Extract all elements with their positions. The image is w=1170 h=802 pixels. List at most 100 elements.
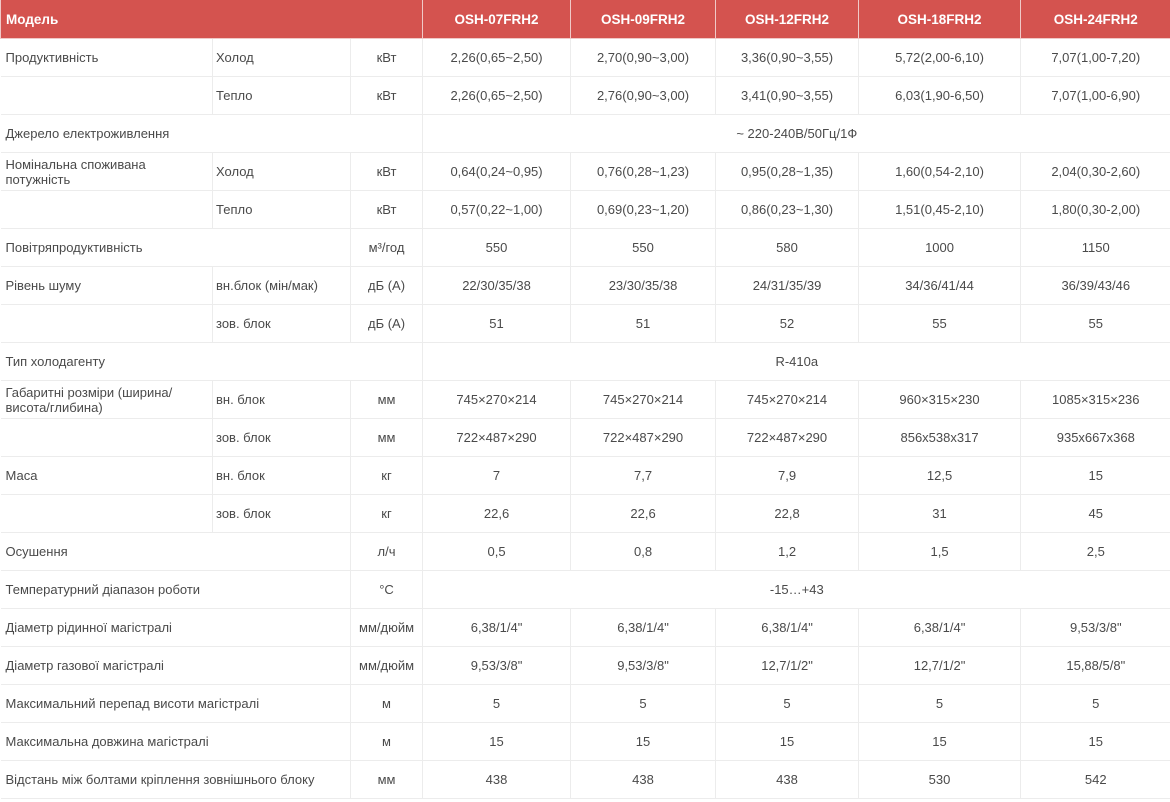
row-value: 1,51(0,45-2,10) xyxy=(858,190,1022,229)
table-row: зов. блок дБ (А) 51 51 52 55 55 xyxy=(0,304,1170,343)
row-unit: мм/дюйм xyxy=(349,646,424,685)
row-value: 5,72(2,00-6,10) xyxy=(858,38,1022,77)
model-header: OSH-18FRH2 xyxy=(858,0,1022,39)
table-row: Діаметр газової магістралі мм/дюйм 9,53/3/… xyxy=(0,646,1170,685)
table-row: Тепло кВт 2,26(0,65~2,50) 2,76(0,90~3,00) 3,… xyxy=(0,76,1170,115)
row-sublabel: вн. блок xyxy=(212,380,351,419)
row-label xyxy=(0,494,213,533)
row-sublabel: Тепло xyxy=(212,76,351,115)
row-value: 24/31/35/39 xyxy=(715,266,860,305)
row-unit: м xyxy=(349,684,424,723)
row-value: 9,53/3/8" xyxy=(570,646,717,685)
row-value: 55 xyxy=(1020,304,1170,343)
row-label xyxy=(0,190,213,229)
table-row: Максимальний перепад висоти магістралі м 5… xyxy=(0,684,1170,723)
row-value: 1,5 xyxy=(858,532,1022,571)
row-value: 9,53/3/8" xyxy=(422,646,572,685)
row-value: 5 xyxy=(1020,684,1170,723)
row-value: 2,5 xyxy=(1020,532,1170,571)
row-label: Маса xyxy=(0,456,213,495)
row-value: 52 xyxy=(715,304,860,343)
row-value: 1150 xyxy=(1020,228,1170,267)
table-row: Продуктивність Холод кВт 2,26(0,65~2,50) 2,7… xyxy=(0,38,1170,77)
row-value: 36/39/43/46 xyxy=(1020,266,1170,305)
row-sublabel: Холод xyxy=(212,152,351,191)
row-unit: кВт xyxy=(349,190,424,229)
row-value: 438 xyxy=(422,760,572,799)
row-unit: мм xyxy=(349,418,424,457)
table-row: Габаритні розміри (ширина/висота/глибина… xyxy=(0,380,1170,419)
row-value: 6,38/1/4" xyxy=(422,608,572,647)
row-value: 15 xyxy=(1020,722,1170,761)
row-value: 438 xyxy=(570,760,717,799)
row-value: 7,7 xyxy=(570,456,717,495)
row-value: 22,6 xyxy=(422,494,572,533)
row-value: 6,03(1,90-6,50) xyxy=(858,76,1022,115)
model-header: OSH-09FRH2 xyxy=(570,0,717,39)
row-value: 22/30/35/38 xyxy=(422,266,572,305)
row-label: Відстань між болтами кріплення зовнішньо… xyxy=(0,760,351,799)
row-value: 2,26(0,65~2,50) xyxy=(422,76,572,115)
row-value: 7 xyxy=(422,456,572,495)
row-unit: м xyxy=(349,722,424,761)
row-value: 0,95(0,28~1,35) xyxy=(715,152,860,191)
row-value: 1000 xyxy=(858,228,1022,267)
row-label xyxy=(0,76,213,115)
row-unit: м³/год xyxy=(349,228,424,267)
row-label: Діаметр рідинної магістралі xyxy=(0,608,351,647)
row-value: 745×270×214 xyxy=(715,380,860,419)
row-value: 960×315×230 xyxy=(858,380,1022,419)
row-value: 0,69(0,23~1,20) xyxy=(570,190,717,229)
row-unit: °C xyxy=(349,570,424,609)
row-value: 3,36(0,90~3,55) xyxy=(715,38,860,77)
row-unit: кВт xyxy=(349,38,424,77)
row-value: 0,64(0,24~0,95) xyxy=(422,152,572,191)
row-value: 0,8 xyxy=(570,532,717,571)
row-unit: мм xyxy=(349,760,424,799)
row-value: 0,86(0,23~1,30) xyxy=(715,190,860,229)
row-label: Повітряпродуктивність xyxy=(0,228,351,267)
row-value: 15 xyxy=(422,722,572,761)
model-header: OSH-07FRH2 xyxy=(422,0,572,39)
table-row: Джерело електроживлення ~ 220-240В/50Гц/1… xyxy=(0,114,1170,153)
table-row: Тип холодагенту R-410a xyxy=(0,342,1170,381)
row-sublabel: зов. блок xyxy=(212,418,351,457)
row-value: 0,57(0,22~1,00) xyxy=(422,190,572,229)
row-value: 6,38/1/4" xyxy=(570,608,717,647)
table-row: Діаметр рідинної магістралі мм/дюйм 6,38/1… xyxy=(0,608,1170,647)
row-value: 1085×315×236 xyxy=(1020,380,1170,419)
row-label: Максимальна довжина магістралі xyxy=(0,722,351,761)
table-row: Рівень шуму вн.блок (мін/мак) дБ (А) 22/30/… xyxy=(0,266,1170,305)
row-value: 722×487×290 xyxy=(422,418,572,457)
row-label: Тип холодагенту xyxy=(0,342,424,381)
row-value: 15 xyxy=(715,722,860,761)
table-row: Маса вн. блок кг 7 7,7 7,9 12,5 15 xyxy=(0,456,1170,495)
row-value: 580 xyxy=(715,228,860,267)
row-label xyxy=(0,418,213,457)
row-value: 45 xyxy=(1020,494,1170,533)
row-unit: дБ (А) xyxy=(349,266,424,305)
row-value: 9,53/3/8" xyxy=(1020,608,1170,647)
row-value: 5 xyxy=(858,684,1022,723)
table-row: зов. блок кг 22,6 22,6 22,8 31 45 xyxy=(0,494,1170,533)
row-label: Джерело електроживлення xyxy=(0,114,424,153)
row-value: 34/36/41/44 xyxy=(858,266,1022,305)
row-sublabel: зов. блок xyxy=(212,494,351,533)
table-row: Номінальна споживана потужність Холод кВт 0… xyxy=(0,152,1170,191)
row-value: 530 xyxy=(858,760,1022,799)
row-value: 15 xyxy=(858,722,1022,761)
table-row: Тепло кВт 0,57(0,22~1,00) 0,69(0,23~1,20) 0,… xyxy=(0,190,1170,229)
row-value: 1,60(0,54-2,10) xyxy=(858,152,1022,191)
row-sublabel: вн. блок xyxy=(212,456,351,495)
row-value: 722×487×290 xyxy=(570,418,717,457)
row-sublabel: зов. блок xyxy=(212,304,351,343)
row-value-all-models: ~ 220-240В/50Гц/1Ф xyxy=(422,114,1170,153)
row-unit: кВт xyxy=(349,152,424,191)
row-label: Діаметр газової магістралі xyxy=(0,646,351,685)
row-value: 745×270×214 xyxy=(422,380,572,419)
row-value: 23/30/35/38 xyxy=(570,266,717,305)
row-value-all-models: -15…+43 xyxy=(422,570,1170,609)
row-value: 55 xyxy=(858,304,1022,343)
row-value: 856x538x317 xyxy=(858,418,1022,457)
